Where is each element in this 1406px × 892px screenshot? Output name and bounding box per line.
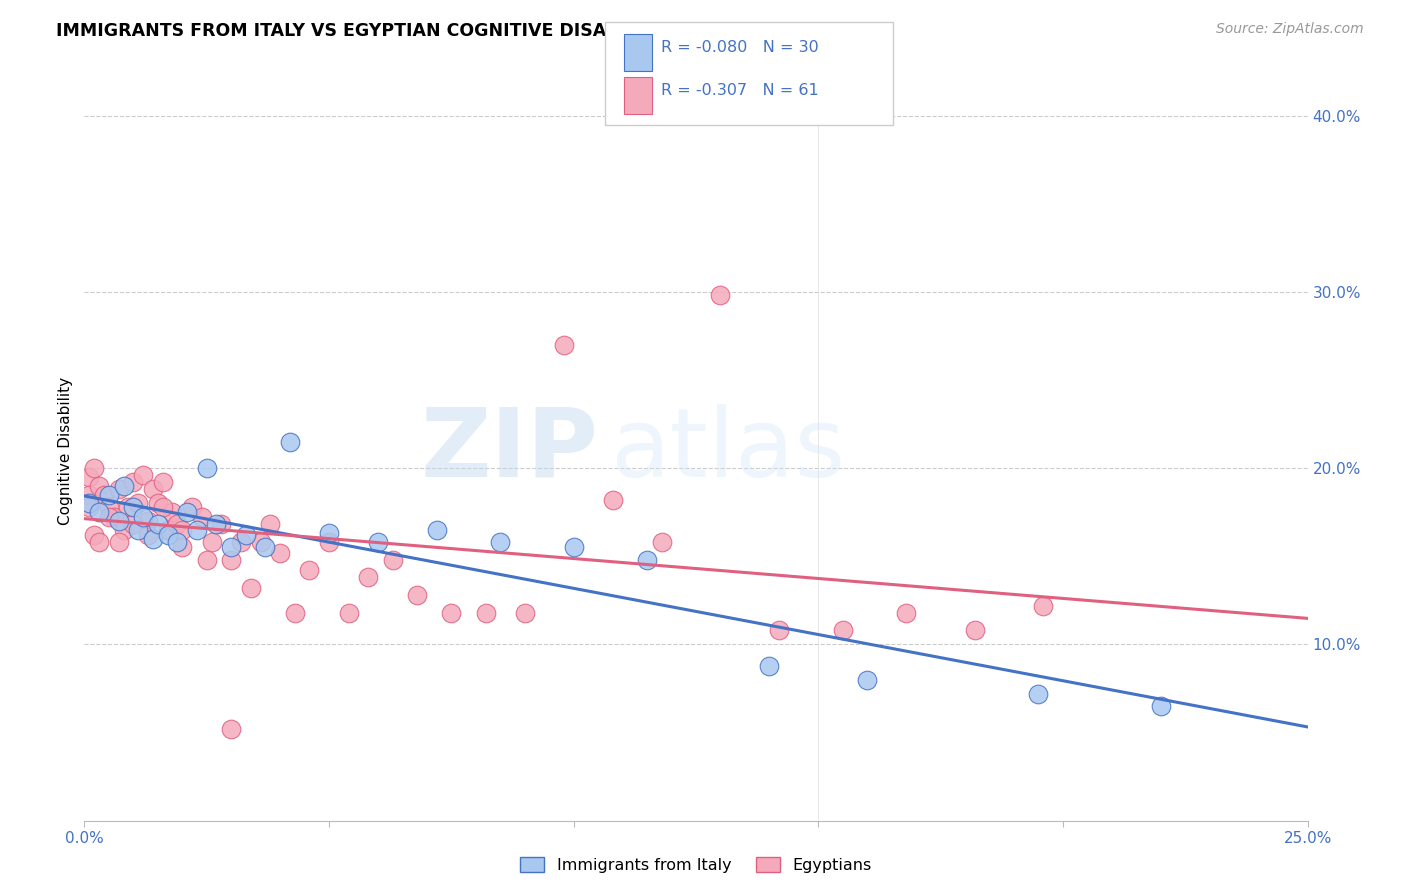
Point: [127, 523, 149, 537]
Point: [831, 624, 853, 638]
Point: [172, 541, 194, 555]
Point: [249, 535, 271, 549]
Point: [357, 570, 380, 584]
Point: [513, 606, 536, 620]
Point: [896, 606, 918, 620]
Point: [235, 528, 257, 542]
Point: [219, 553, 242, 567]
Point: [219, 722, 242, 736]
Point: [758, 658, 780, 673]
Point: [254, 541, 277, 555]
Point: [856, 673, 879, 687]
Point: [651, 535, 673, 549]
Point: [318, 526, 340, 541]
Point: [200, 535, 222, 549]
Point: [156, 528, 179, 542]
Point: [77, 487, 100, 501]
Point: [191, 510, 214, 524]
Point: [1028, 687, 1050, 701]
Point: [112, 523, 135, 537]
Point: [440, 606, 463, 620]
Point: [136, 514, 159, 528]
Point: [107, 482, 129, 496]
Text: atlas: atlas: [610, 404, 845, 497]
Point: [259, 517, 281, 532]
Point: [122, 500, 145, 514]
Point: [1150, 699, 1173, 714]
Point: [406, 588, 429, 602]
Point: [132, 510, 155, 524]
Point: [318, 535, 340, 549]
Point: [562, 541, 585, 555]
Point: [176, 505, 198, 519]
Point: [963, 624, 986, 638]
Point: [77, 496, 100, 510]
Point: [284, 606, 307, 620]
Point: [219, 541, 242, 555]
Point: [93, 487, 115, 501]
Y-axis label: Cognitive Disability: Cognitive Disability: [58, 376, 73, 524]
Point: [278, 434, 301, 449]
Point: [83, 461, 105, 475]
Point: [146, 496, 169, 510]
Point: [112, 479, 135, 493]
Point: [87, 505, 110, 519]
Point: [209, 517, 232, 532]
Point: [205, 517, 228, 532]
Point: [107, 514, 129, 528]
Point: [474, 606, 496, 620]
Point: [146, 517, 169, 532]
Point: [142, 532, 165, 546]
Point: [162, 505, 184, 519]
Point: [229, 535, 252, 549]
Point: [195, 461, 218, 475]
Point: [132, 468, 155, 483]
Point: [186, 523, 208, 537]
Point: [768, 624, 790, 638]
Point: [122, 517, 145, 532]
Point: [1032, 599, 1054, 613]
Point: [602, 492, 624, 507]
Point: [152, 500, 174, 514]
Point: [636, 553, 658, 567]
Legend: Immigrants from Italy, Egyptians: Immigrants from Italy, Egyptians: [515, 850, 877, 880]
Text: IMMIGRANTS FROM ITALY VS EGYPTIAN COGNITIVE DISABILITY CORRELATION CHART: IMMIGRANTS FROM ITALY VS EGYPTIAN COGNIT…: [56, 22, 883, 40]
Point: [87, 535, 110, 549]
Point: [709, 288, 731, 302]
Point: [337, 606, 360, 620]
Point: [77, 500, 100, 514]
Point: [426, 523, 449, 537]
Point: [142, 482, 165, 496]
Point: [553, 337, 575, 351]
Point: [195, 553, 218, 567]
Text: ZIP: ZIP: [420, 404, 598, 497]
Point: [87, 479, 110, 493]
Point: [136, 528, 159, 542]
Point: [97, 487, 120, 501]
Text: R = -0.307   N = 61: R = -0.307 N = 61: [661, 83, 818, 98]
Point: [117, 500, 139, 514]
Point: [152, 475, 174, 490]
Point: [239, 581, 262, 595]
Point: [381, 553, 404, 567]
Point: [172, 523, 194, 537]
Point: [122, 475, 145, 490]
Point: [83, 528, 105, 542]
Point: [103, 510, 125, 524]
Text: R = -0.080   N = 30: R = -0.080 N = 30: [661, 40, 818, 55]
Point: [298, 563, 321, 577]
Point: [489, 535, 512, 549]
Point: [97, 500, 120, 514]
Point: [181, 500, 204, 514]
Point: [97, 510, 120, 524]
Point: [166, 535, 188, 549]
Point: [269, 546, 291, 560]
Text: Source: ZipAtlas.com: Source: ZipAtlas.com: [1216, 22, 1364, 37]
Point: [156, 523, 179, 537]
Point: [107, 535, 129, 549]
Point: [77, 470, 100, 484]
Point: [367, 535, 389, 549]
Point: [127, 496, 149, 510]
Point: [166, 517, 188, 532]
